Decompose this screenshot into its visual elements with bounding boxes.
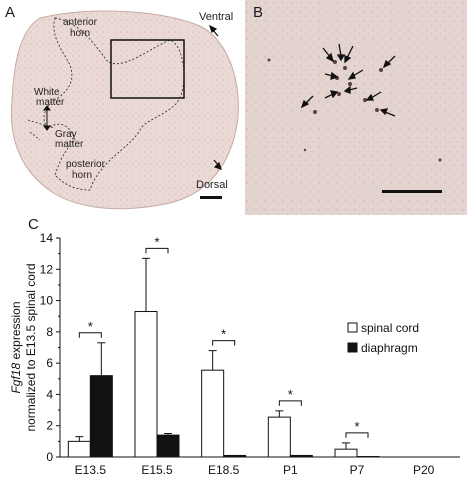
label-horn-posterior: horn — [72, 170, 93, 181]
significance-star: * — [154, 234, 159, 249]
y-axis-label-line2: normalized to E13.5 spinal cord — [24, 263, 38, 431]
legend-swatch-diaphragm — [347, 342, 358, 353]
bar-spinal-cord-P1 — [267, 416, 291, 458]
bar-diaphragm-E13.5 — [89, 375, 113, 458]
label-white: White — [34, 87, 60, 98]
label-anterior: anterior — [63, 17, 97, 28]
significance-bracket — [145, 247, 169, 254]
dorsal-arrow-icon — [213, 159, 222, 170]
y-tick-label: 8 — [46, 325, 53, 339]
bar-diaphragm-P1 — [289, 454, 313, 458]
ventral-arrow-icon — [208, 24, 219, 37]
panel-b-magnified-section: B — [245, 0, 467, 215]
label-gray-matter: matter — [55, 139, 84, 150]
tissue-outline — [10, 10, 239, 210]
x-tick-label: P1 — [283, 463, 298, 477]
scale-bar-a — [200, 196, 222, 199]
x-tick-label: E18.5 — [208, 463, 240, 477]
scale-bar-b — [382, 190, 442, 193]
label-gray: Gray — [55, 129, 77, 140]
panel-c-bar-chart: C 0 2 4 6 8 10 12 14 Fgf18 expression normalized … — [0, 216, 467, 495]
panel-label-a: A — [5, 4, 16, 21]
gray-matter-outline — [43, 17, 185, 191]
bar-diaphragm-E15.5 — [156, 434, 180, 458]
white-gray-arrow-icon — [43, 105, 51, 131]
panel-label-b: B — [253, 4, 264, 21]
significance-bracket — [212, 340, 236, 346]
y-tick-label: 4 — [46, 387, 53, 401]
y-tick-label: 2 — [46, 419, 53, 433]
significance-bracket — [78, 332, 102, 338]
neuron-arrows — [300, 43, 396, 117]
significance-bracket — [278, 400, 302, 406]
label-posterior: posterior — [66, 159, 105, 170]
y-tick-label: 12 — [40, 262, 54, 276]
y-tick-label: 14 — [40, 231, 54, 245]
label-dorsal: Dorsal — [196, 179, 228, 191]
y-tick-label: 10 — [40, 294, 54, 308]
inset-box — [110, 39, 185, 99]
y-tick-label: 0 — [46, 450, 53, 464]
bar-spinal-cord-E13.5 — [67, 440, 91, 458]
x-tick-label: E15.5 — [141, 463, 173, 477]
significance-bracket — [345, 432, 369, 438]
label-white-matter: matter — [36, 97, 65, 108]
bar-diaphragm-E18.5 — [223, 454, 247, 458]
magnified-section-image — [245, 0, 467, 215]
legend-label-diaphragm: diaphragm — [361, 341, 418, 355]
label-horn-anterior: horn — [70, 28, 91, 39]
y-axis-label: Fgf18 expression — [9, 301, 23, 393]
y-tick-label: 6 — [46, 356, 53, 370]
spinal-cord-section-image — [10, 10, 239, 210]
fgf18-expression-chart: 0 2 4 6 8 10 12 14 Fgf18 expression normalized to… — [9, 231, 460, 477]
legend-swatch-spinal-cord — [347, 322, 358, 333]
bar-spinal-cord-P7 — [334, 448, 358, 458]
significance-star: * — [288, 387, 293, 402]
significance-star: * — [354, 419, 359, 434]
bar-spinal-cord-E15.5 — [134, 311, 158, 458]
label-ventral: Ventral — [199, 11, 234, 23]
x-tick-label: E13.5 — [75, 463, 107, 477]
bar-spinal-cord-E18.5 — [201, 369, 225, 458]
x-tick-label: P7 — [350, 463, 365, 477]
panel-label-c: C — [28, 216, 39, 233]
panel-a-spinal-cord-section: A anterior horn White matter Gray matter… — [0, 0, 240, 215]
significance-star: * — [221, 327, 226, 342]
legend-label-spinal-cord: spinal cord — [361, 321, 419, 335]
significance-star: * — [88, 319, 93, 334]
x-tick-label: P20 — [413, 463, 435, 477]
